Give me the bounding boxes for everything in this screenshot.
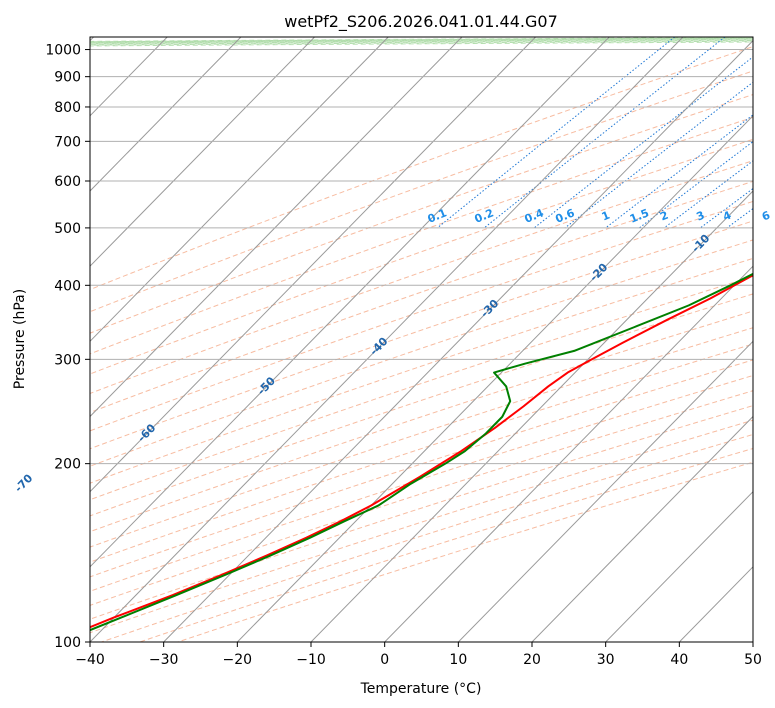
- mixing-ratio-line: [437, 37, 676, 229]
- x-tick-label: 40: [670, 652, 688, 668]
- mixing-ratio-label: 6: [760, 208, 772, 223]
- isotherm-line: [384, 265, 753, 642]
- moist-adiabat-line: [90, 37, 753, 43]
- isotherm-line: [90, 37, 242, 192]
- isotherm-line: [90, 37, 463, 418]
- mixing-ratio-label: 2: [658, 209, 670, 224]
- x-tick-label: 0: [380, 652, 389, 668]
- moist-adiabat-line: [90, 38, 753, 44]
- dry-adiabat-line: [90, 327, 753, 548]
- mixing-ratio-line: [533, 56, 753, 229]
- y-tick-label: 1000: [45, 43, 81, 59]
- y-tick-label: 800: [54, 100, 81, 116]
- isotherms: [90, 37, 753, 642]
- moist-adiabat-line: [90, 37, 753, 42]
- y-axis-label: Pressure (hPa): [12, 289, 28, 389]
- plot-background: [90, 37, 753, 642]
- isotherm-line: [531, 415, 753, 642]
- dewpoint-profile-line: [90, 272, 753, 632]
- x-tick-label: −10: [296, 652, 326, 668]
- y-tick-label: 900: [54, 70, 81, 86]
- isotherm-label: -70: [12, 471, 35, 495]
- moist-adiabat-line: [90, 39, 753, 45]
- sounding-series: [90, 272, 753, 632]
- isotherm-line: [90, 37, 315, 267]
- y-tick-label: 100: [54, 635, 81, 651]
- y-tick-label: 500: [54, 221, 81, 237]
- y-tick-label: 300: [54, 352, 81, 368]
- x-tick-label: 10: [449, 652, 467, 668]
- mixing-ratio-line: [766, 37, 775, 228]
- isotherm-line: [90, 37, 610, 568]
- isobar-grid: [90, 49, 753, 642]
- y-tick-label: 400: [54, 278, 81, 294]
- dry-adiabat-line: [90, 180, 753, 413]
- isotherm-line: [90, 37, 389, 343]
- isotherm-line: [90, 37, 536, 493]
- isotherm-line: [236, 115, 753, 642]
- chart-title: wetPf2_S206.2026.041.01.44.G07: [284, 12, 558, 32]
- mixing-ratio-label: 1: [600, 209, 612, 224]
- isotherm-line: [752, 641, 753, 642]
- isotherm-line: [605, 490, 753, 642]
- mixing-ratio-line: [564, 81, 753, 229]
- mixing-ratio-line: [483, 37, 726, 229]
- dry-adiabat-line: [90, 70, 753, 313]
- y-axis-ticks: 100 200 300 400 500 600 700 800 900 1000: [45, 43, 90, 651]
- dry-adiabat-line: [90, 343, 753, 563]
- x-tick-label: −20: [223, 652, 253, 668]
- x-tick-label: −40: [75, 652, 105, 668]
- dry-adiabat-line: [90, 160, 753, 395]
- dry-adiabat-line: [90, 374, 753, 592]
- temperature-profile-line: [90, 274, 753, 629]
- y-tick-label: 700: [54, 134, 81, 150]
- x-tick-label: 50: [744, 652, 762, 668]
- isotherm-line: [163, 39, 753, 642]
- x-tick-label: −30: [149, 652, 179, 668]
- x-axis-ticks: −40 −30 −20 −10 0 10 20 30 40 50: [75, 642, 762, 668]
- mixing-ratio-line: [639, 140, 753, 229]
- dry-adiabat-line: [90, 275, 753, 501]
- isotherm-line: [457, 340, 753, 642]
- dry-adiabat-line: [90, 310, 753, 533]
- dry-adiabat-line: [90, 293, 753, 517]
- y-tick-label: 600: [54, 174, 81, 190]
- mixing-ratio-label: 3: [695, 209, 707, 224]
- isotherm-line: [90, 37, 684, 642]
- plot-frame: [89, 36, 754, 643]
- isotherm-line: [310, 190, 753, 642]
- x-tick-label: 30: [597, 652, 615, 668]
- moist-adiabats: [90, 37, 753, 47]
- dry-adiabat-line: [90, 359, 753, 578]
- y-tick-label: 200: [54, 457, 81, 473]
- dry-adiabat-line: [90, 390, 753, 606]
- x-axis-label: Temperature (°C): [360, 681, 482, 697]
- x-tick-label: 20: [523, 652, 541, 668]
- mixing-ratio-lines: [437, 37, 775, 229]
- dry-adiabat-line: [90, 46, 753, 291]
